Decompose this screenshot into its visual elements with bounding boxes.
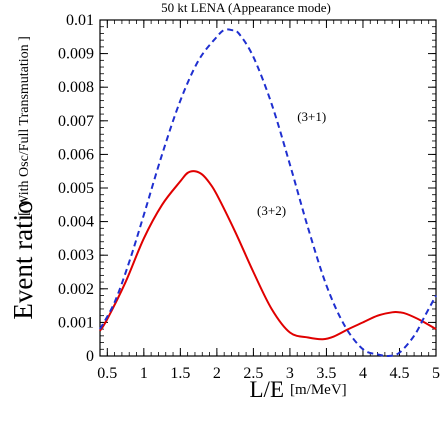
chart-title: 50 kt LENA (Appearance mode) xyxy=(161,0,331,15)
x-tick-label: 4.5 xyxy=(389,365,409,382)
y-tick-label: 0.008 xyxy=(58,79,94,96)
y-axis-label: Event ratio [ With Osc/Full Transmutatio… xyxy=(8,36,38,319)
y-axis-title: Event ratio xyxy=(8,200,38,319)
y-tick-label: 0.009 xyxy=(58,46,94,63)
y-tick-label: 0.001 xyxy=(58,314,94,331)
x-axis-title: L/E xyxy=(250,377,285,402)
annotation-layer: (3+1) (3+2) xyxy=(257,109,326,218)
x-tick-label: 4 xyxy=(359,365,367,382)
x-tick-label: 3 xyxy=(286,365,294,382)
series-annotation: (3+1) xyxy=(297,109,326,124)
x-axis-unit: [m/MeV] xyxy=(290,382,347,398)
x-tick-label: 1.5 xyxy=(170,365,190,382)
y-tick-label: 0.006 xyxy=(58,146,94,163)
x-tick-label: 5 xyxy=(432,365,440,382)
y-tick-label: 0.002 xyxy=(58,281,94,298)
x-tick-label: 2 xyxy=(213,365,221,382)
y-tick-label: 0.004 xyxy=(58,214,94,231)
y-tick-label: 0.005 xyxy=(58,180,94,197)
x-tick-label: 1 xyxy=(140,365,148,382)
axis-ticks xyxy=(100,19,437,357)
series-line-32 xyxy=(99,170,437,341)
x-tick-label: 2.5 xyxy=(243,365,263,382)
y-tick-label: 0 xyxy=(86,348,94,365)
series-layer xyxy=(99,28,437,358)
x-tick-label: 3.5 xyxy=(316,365,336,382)
x-tick-label: 0.5 xyxy=(97,365,117,382)
series-annotation: (3+2) xyxy=(257,203,286,218)
y-tick-label: 0.003 xyxy=(58,247,94,264)
series-line-31 xyxy=(99,28,437,358)
axis-tick-labels: 0.5 1 1.5 2 2.5 3 3.5 4 4.5 5 0 0.001 0.002 0.003 0.00… xyxy=(58,12,440,382)
y-tick-label: 0.01 xyxy=(66,12,94,29)
plot-frame xyxy=(99,19,437,357)
y-tick-label: 0.007 xyxy=(58,113,94,130)
x-axis-label: L/E [m/MeV] xyxy=(250,377,347,402)
y-axis-subtitle: [ With Osc/Full Transmutation ] xyxy=(17,36,32,216)
